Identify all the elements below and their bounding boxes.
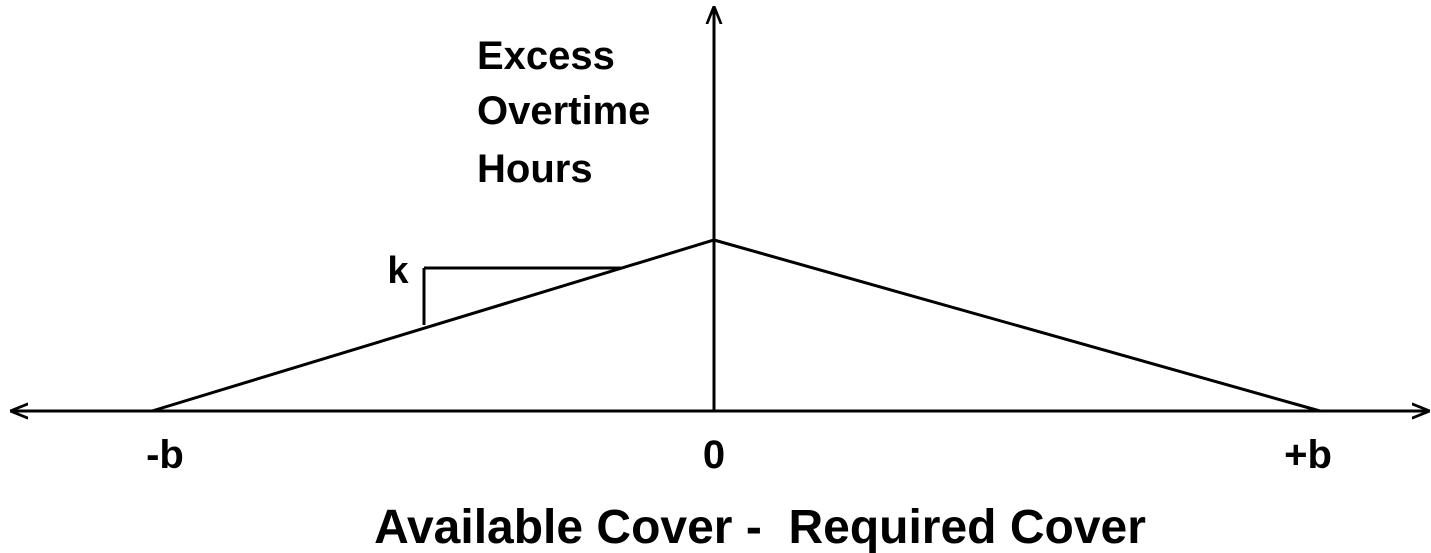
y-label-line: Overtime <box>477 89 650 133</box>
triangle-curve <box>151 238 1321 413</box>
x-tick-label: +b <box>1284 433 1332 477</box>
x-tick-label: 0 <box>703 433 725 477</box>
x-tick-label: -b <box>146 433 184 477</box>
y-label-line: Hours <box>477 147 593 191</box>
slope-label: k <box>387 250 409 292</box>
y-label-line: Excess <box>477 34 615 78</box>
x-axis-label: Available Cover - Required Cover <box>374 501 1146 553</box>
